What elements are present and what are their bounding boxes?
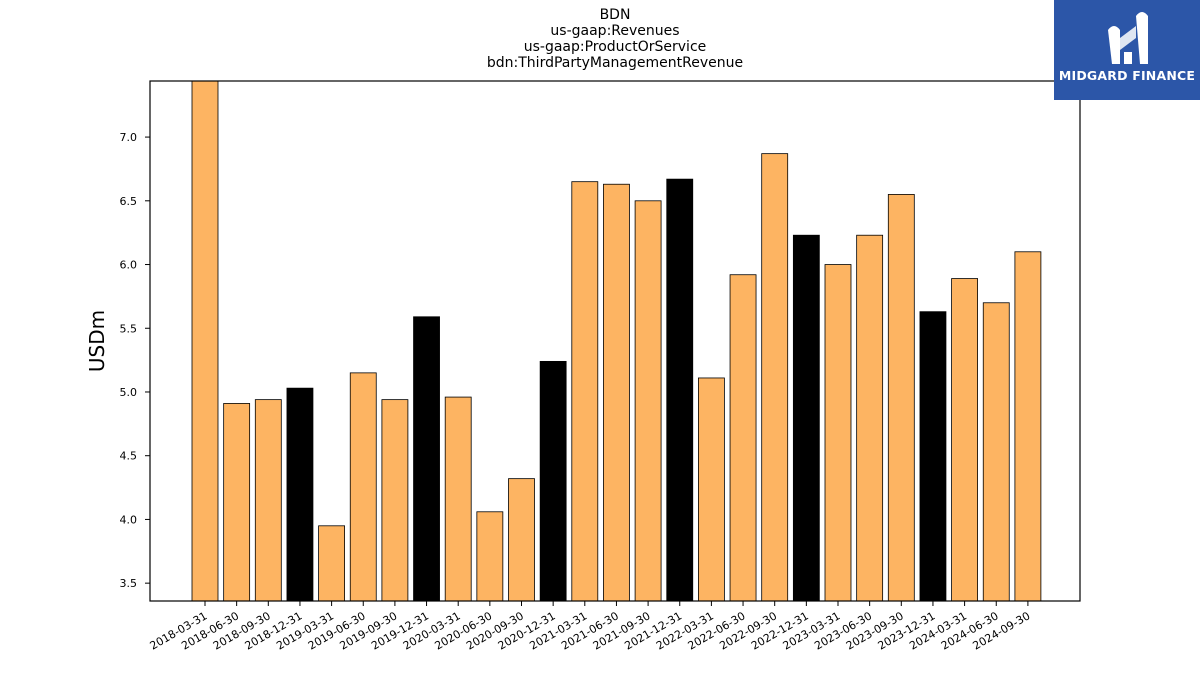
bar-2018-12-31 [286,387,314,602]
bar-2019-03-31 [318,525,346,602]
title-line-3: us-gaap:ProductOrService [523,39,707,55]
y-tick-label: 4.0 [120,513,138,526]
bar-2020-12-31 [539,360,567,602]
y-axis: 3.5 4.0 4.5 5.0 5.5 6.0 6.5 7.0 [120,131,150,590]
bar-2020-03-31 [444,396,472,602]
title-line-2: us-gaap:Revenues [550,23,680,39]
y-tick-label: 6.5 [120,195,138,208]
bar-2019-12-31 [413,316,440,602]
plot-frame [149,80,1081,602]
y-tick-label: 4.5 [120,450,138,463]
y-tick-label: 7.0 [120,131,138,144]
bar-2018-03-31 [191,80,219,602]
title-line-1: BDN [599,7,631,23]
bars-group [191,80,1042,602]
bar-2018-09-30 [254,399,282,602]
bar-2024-03-31 [951,278,978,602]
y-axis-label: USDm [85,310,109,372]
bar-2019-09-30 [381,399,409,602]
bar-2021-09-30 [634,200,662,602]
y-tick-label: 6.0 [120,259,138,272]
bar-2024-06-30 [982,302,1010,602]
company-logo: MIDGARD FINANCE [1054,0,1200,100]
bar-2021-03-31 [571,181,599,602]
y-tick-label: 5.0 [120,386,138,399]
bar-2023-09-30 [887,194,915,602]
bar-2018-06-30 [223,403,251,602]
y-tick-label: 5.5 [120,322,138,335]
title-line-4: bdn:ThirdPartyManagementRevenue [486,55,744,71]
bar-2024-09-30 [1014,251,1042,602]
y-tick-label: 3.5 [120,577,138,590]
bar-2020-09-30 [508,478,535,602]
bar-2023-12-31 [919,311,947,602]
bar-2023-06-30 [856,234,884,602]
bar-2023-03-31 [824,264,852,602]
bar-2022-06-30 [729,274,757,602]
bar-2020-06-30 [476,511,504,602]
bar-2022-12-31 [792,234,820,602]
bar-2022-09-30 [761,153,789,602]
x-axis: 2018-03-312018-06-302018-09-302018-12-31… [148,601,1032,653]
logo-mark-icon [1108,12,1148,64]
bar-2021-12-31 [666,178,694,602]
logo-text: MIDGARD FINANCE [1058,68,1196,83]
bar-2021-06-30 [603,183,630,602]
bar-2019-06-30 [349,372,377,602]
bar-2022-03-31 [698,377,725,602]
